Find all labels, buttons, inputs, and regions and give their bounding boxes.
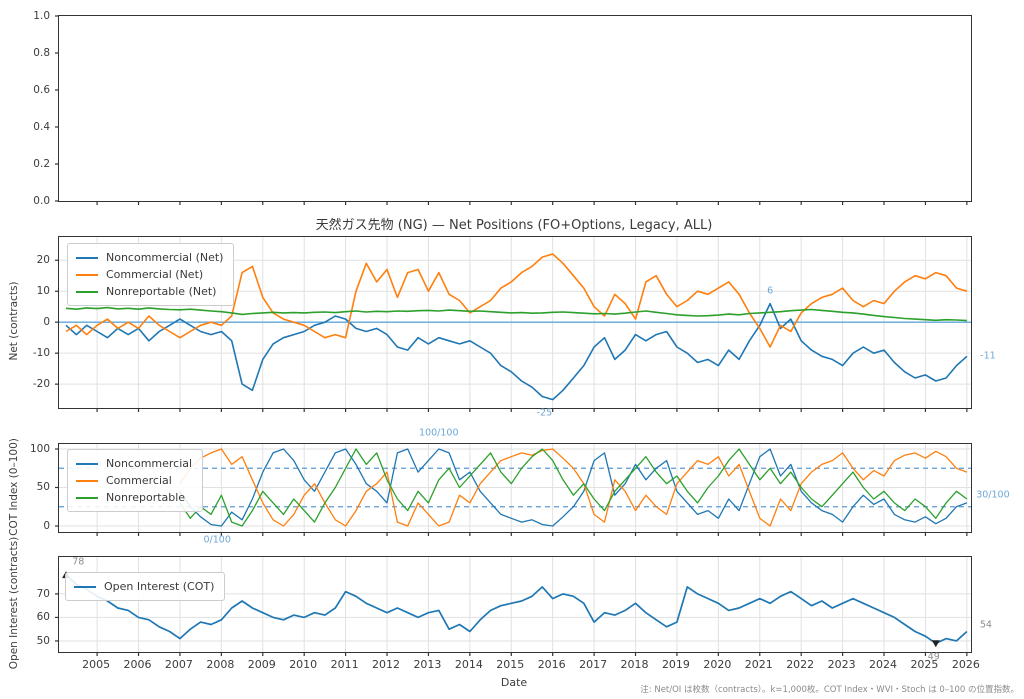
legend-line-swatch-icon (76, 479, 98, 482)
y-axis-label-net: Net (contracts) (8, 281, 20, 361)
y-tick-label: 50 (36, 481, 50, 494)
y-tick-label: 0 (43, 316, 50, 329)
legend: Open Interest (COT) (65, 572, 226, 602)
value-annotation: 30/100 (976, 489, 1010, 501)
x-tick-label: 2011 (330, 658, 359, 671)
min-marker-icon (931, 640, 940, 648)
x-tick-label: 2016 (537, 658, 566, 671)
legend-entry: Commercial (Net) (76, 266, 223, 283)
y-tick-label: 1.0 (33, 10, 50, 22)
x-tick-label: 2015 (496, 658, 525, 671)
series-line (65, 302, 968, 401)
legend: Noncommercial (Net) Commercial (Net) Nonre… (67, 243, 235, 307)
legend-label: Commercial (106, 474, 172, 488)
x-tick-label: 2010 (289, 658, 318, 671)
x-tick-label: 2024 (869, 658, 898, 671)
legend-entry: Noncommercial (76, 455, 192, 472)
series-line (65, 306, 967, 322)
x-axis-label: Date (500, 676, 528, 689)
value-annotation: 78 (72, 556, 85, 568)
value-annotation: 54 (979, 619, 992, 631)
legend-label: Nonreportable (106, 491, 186, 505)
x-tick-label: 2014 (454, 658, 483, 671)
legend-entry: Nonreportable (76, 489, 192, 506)
legend-label: Noncommercial (106, 457, 193, 470)
value-annotation: -11 (980, 350, 996, 362)
panel-net-positions: -20 -10 0 10 20 Noncommercial (Net) Commercial… (33, 236, 996, 418)
legend-label: Commercial (Net) (106, 268, 204, 282)
x-tick-label: 2017 (579, 658, 608, 671)
y-axis-label-cot-index: COT Index (0–100) (8, 438, 20, 536)
x-axis-tick-labels: 2005 2006 2007 2008 2009 2010 2011 2012 2013 2014… (0, 658, 1024, 674)
x-tick-label: 2005 (82, 658, 111, 671)
panel-placeholder: 0.0 0.2 0.4 0.6 0.8 1.0 (33, 10, 972, 207)
legend-line-swatch-icon (74, 585, 96, 588)
series-line (179, 448, 968, 527)
y-tick-label: 10 (36, 285, 50, 298)
y-tick-label: 70 (36, 587, 50, 600)
x-tick-label: 2025 (910, 658, 939, 671)
placeholder-plot-area (55, 15, 968, 205)
legend-line-swatch-icon (76, 256, 98, 259)
x-tick-label: 2019 (661, 658, 690, 671)
value-annotation: 49 (927, 651, 940, 663)
value-annotation: 6 (767, 285, 774, 297)
legend-entry: Commercial (76, 472, 192, 489)
x-tick-label: 2022 (786, 658, 815, 671)
y-tick-label: 0.8 (33, 47, 50, 59)
x-tick-label: 2013 (413, 658, 442, 671)
value-annotation: -25 (536, 407, 553, 419)
cot_index-plot-area (55, 444, 971, 536)
x-tick-label: 2026 (951, 658, 980, 671)
legend: Noncommercial Commercial Nonreportable (67, 449, 204, 513)
x-tick-label: 2009 (247, 658, 276, 671)
legend-label: Open Interest (COT) (104, 580, 215, 593)
y-tick-label: 0.6 (33, 84, 50, 96)
y-tick-label: 60 (36, 611, 50, 624)
y-tick-label: 20 (36, 254, 50, 267)
y-tick-label: 0.2 (33, 158, 50, 170)
chart-title: 天然ガス先物 (NG) — Net Positions (FO+Options,… (315, 218, 713, 233)
footnote: 注: Net/OI は枚数（contracts）。k=1,000枚。COT In… (640, 685, 1019, 695)
x-tick-label: 2007 (164, 658, 193, 671)
x-tick-label: 2020 (703, 658, 732, 671)
y-tick-label: 0.0 (33, 195, 50, 207)
net_positions-plot-area (55, 237, 971, 412)
panel-open-interest: 50 60 70 Open Interest (COT) 78 49 54 (37, 556, 992, 663)
y-tick-label: 0.4 (33, 121, 50, 133)
legend-line-swatch-icon (76, 273, 98, 276)
x-tick-label: 2008 (206, 658, 235, 671)
legend-entry: Open Interest (COT) (74, 578, 214, 595)
series-line (65, 574, 968, 645)
x-tick-label: 2023 (827, 658, 856, 671)
x-tick-label: 2021 (744, 658, 773, 671)
legend-label: Noncommercial (Net) (106, 251, 224, 264)
value-annotation: 0/100 (203, 534, 231, 546)
legend-line-swatch-icon (76, 290, 98, 293)
x-tick-label: 2012 (372, 658, 401, 671)
panel-cot-index: 0 50 100 Noncommercial Commercial Nonreportab… (30, 428, 1010, 546)
y-tick-label: 100 (29, 443, 50, 455)
y-tick-label: 0 (43, 519, 50, 532)
x-tick-label: 2006 (123, 658, 152, 671)
legend-entry: Nonreportable (Net) (76, 283, 223, 300)
y-tick-label: -10 (32, 347, 50, 360)
legend-entry: Noncommercial (Net) (76, 249, 223, 266)
x-tick-label: 2018 (620, 658, 649, 671)
y-tick-label: -20 (32, 378, 50, 391)
y-tick-label: 50 (36, 634, 50, 647)
value-annotation: 100/100 (419, 427, 459, 439)
series-line (65, 253, 968, 348)
legend-line-swatch-icon (76, 496, 98, 499)
legend-line-swatch-icon (76, 462, 98, 465)
series-line (179, 448, 968, 527)
legend-label: Nonreportable (Net) (106, 285, 217, 299)
y-axis-label-open-interest: Open Interest (contracts) (8, 536, 20, 670)
